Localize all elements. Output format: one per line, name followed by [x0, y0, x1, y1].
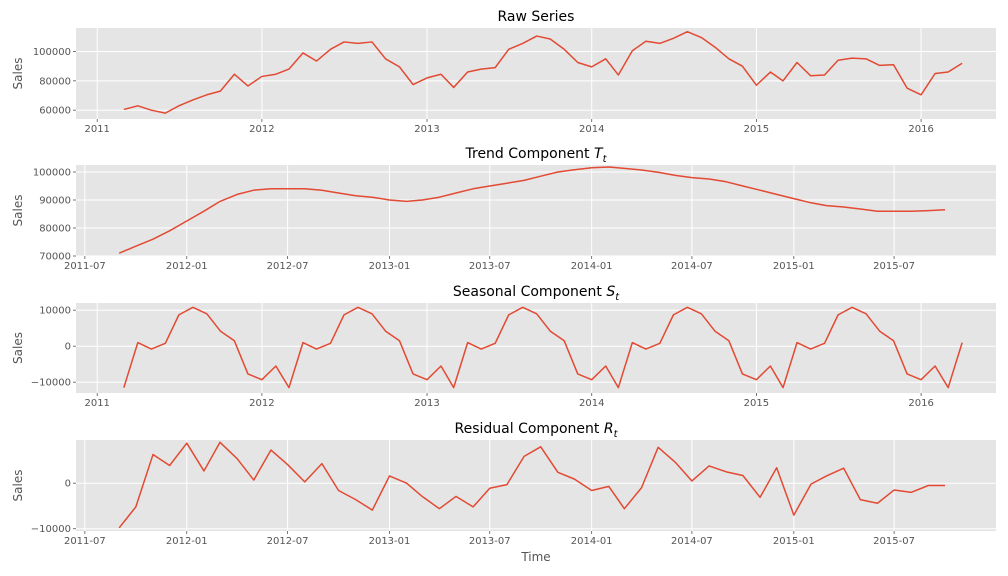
- x-tick-label: 2015-07: [873, 536, 915, 547]
- x-tick-label: 2014-01: [571, 261, 613, 272]
- y-tick-label: 10000: [39, 306, 71, 317]
- y-tick-label: −10000: [31, 378, 71, 389]
- panel-title-text: Raw Series: [498, 9, 575, 25]
- x-tick-label: 2013: [414, 398, 439, 409]
- panel-title: Residual Component Rt: [455, 421, 619, 440]
- panel-title-variable: S: [606, 284, 615, 300]
- x-tick-label: 2015-01: [773, 261, 815, 272]
- x-tick-label: 2012: [249, 398, 274, 409]
- x-tick-label: 2014-07: [671, 536, 713, 547]
- x-tick-label: 2014: [579, 398, 604, 409]
- chart-panel-3: 2011 2012 2013 2014 2015 2016 −10000 0 10000 Seas…: [11, 284, 996, 409]
- panel-title: Raw Series: [498, 9, 575, 25]
- y-tick-label: 0: [65, 479, 71, 490]
- x-tick-label: 2012-07: [267, 261, 309, 272]
- y-tick-label: 80000: [39, 76, 71, 87]
- y-axis-label: Sales: [11, 332, 25, 364]
- panel-title-text: Residual Component: [455, 421, 604, 437]
- x-tick-label: 2013-01: [369, 261, 411, 272]
- x-tick-label: 2013-07: [469, 536, 511, 547]
- x-tick-label: 2015-01: [773, 536, 815, 547]
- x-tick-label: 2012: [249, 124, 274, 135]
- y-tick-label: 80000: [39, 224, 71, 235]
- x-tick-label: 2015: [744, 398, 769, 409]
- panel-title-variable: T: [594, 146, 604, 162]
- x-tick-label: 2014-01: [571, 536, 613, 547]
- x-tick-label: 2014: [579, 124, 604, 135]
- y-tick-label: 90000: [39, 196, 71, 207]
- panel-title: Trend Component Tt: [465, 146, 608, 165]
- plot-area: [76, 440, 996, 531]
- chart-panel-1: 2011 2012 2013 2014 2015 2016 60000 80000 100000…: [11, 9, 996, 135]
- x-tick-label: 2015: [744, 124, 769, 135]
- y-axis-label: Sales: [11, 58, 25, 90]
- y-tick-label: 100000: [33, 168, 71, 179]
- y-tick-label: −10000: [31, 524, 71, 535]
- series-line: [123, 30, 963, 114]
- x-tick-label: 2012-01: [166, 261, 208, 272]
- series-line: [118, 166, 946, 254]
- x-tick-label: 2012-07: [267, 536, 309, 547]
- plot-area: [76, 165, 996, 256]
- x-tick-label: 2011: [84, 398, 109, 409]
- x-tick-label: 2013-01: [369, 536, 411, 547]
- x-tick-label: 2011-07: [64, 536, 106, 547]
- panel-title-variable: R: [604, 421, 614, 437]
- x-tick-label: 2012-01: [166, 536, 208, 547]
- plot-area: [76, 303, 996, 393]
- y-axis-label: Sales: [11, 195, 25, 227]
- x-tick-label: 2013: [414, 124, 439, 135]
- panel-title-text: Trend Component: [465, 146, 595, 162]
- panel-title: Seasonal Component St: [453, 284, 620, 303]
- y-tick-label: 100000: [33, 47, 71, 58]
- panel-title-subscript: t: [615, 292, 620, 303]
- x-tick-label: 2016: [908, 124, 933, 135]
- y-axis-label: Sales: [11, 470, 25, 502]
- panel-title-text: Seasonal Component: [453, 284, 606, 300]
- y-tick-label: 60000: [39, 106, 71, 117]
- y-tick-label: 70000: [39, 252, 71, 263]
- panel-title-subscript: t: [614, 429, 619, 440]
- chart-panel-2: 2011-07 2012-01 2012-07 2013-01 2013-07 2014-…: [11, 146, 996, 272]
- x-tick-label: 2015-07: [873, 261, 915, 272]
- series-line: [123, 306, 963, 389]
- x-tick-label: 2011: [84, 124, 109, 135]
- x-tick-label: 2013-07: [469, 261, 511, 272]
- plot-area: [76, 28, 996, 119]
- chart-panel-4: 2011-07 2012-01 2012-07 2013-01 2013-07 2014-…: [11, 421, 996, 564]
- series-line: [118, 441, 946, 529]
- panel-title-subscript: t: [603, 154, 608, 165]
- x-tick-label: 2014-07: [671, 261, 713, 272]
- x-tick-label: 2016: [908, 398, 933, 409]
- x-tick-label: 2011-07: [64, 261, 106, 272]
- y-tick-label: 0: [65, 342, 71, 353]
- x-axis-label: Time: [520, 550, 550, 564]
